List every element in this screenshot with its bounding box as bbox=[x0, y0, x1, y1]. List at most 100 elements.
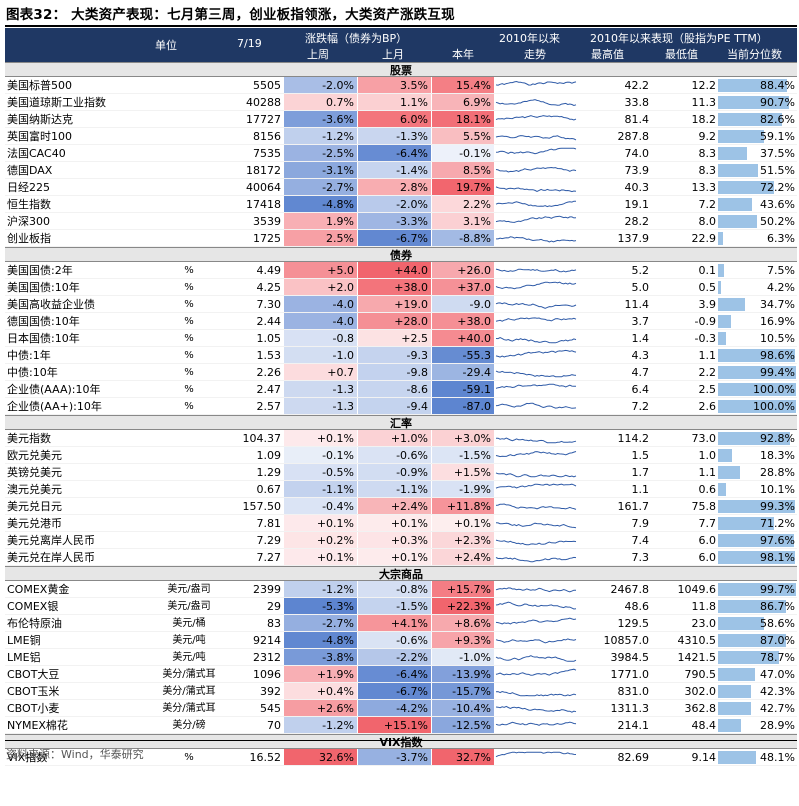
change-ytd: +1.5% bbox=[432, 464, 494, 480]
asset-name: 美国高收益企业债 bbox=[7, 298, 95, 311]
percentile-value: 78.7% bbox=[760, 651, 795, 664]
trend-sparkline bbox=[495, 498, 577, 514]
asset-name: 美国标普500 bbox=[7, 79, 72, 92]
low-value: 2.2 bbox=[698, 366, 717, 379]
asset-name: 日经225 bbox=[7, 181, 50, 194]
asset-value: 7.81 bbox=[256, 517, 282, 530]
percentile-bar bbox=[718, 332, 727, 345]
percentile-cell: 43.6% bbox=[717, 196, 797, 212]
asset-unit: % bbox=[184, 299, 194, 310]
change-week: -0.5% bbox=[284, 464, 357, 480]
percentile-value: 37.5% bbox=[760, 147, 795, 160]
sparkline-path bbox=[495, 200, 577, 208]
low-value: 0.6 bbox=[698, 483, 717, 496]
asset-name: COMEX银 bbox=[7, 600, 59, 613]
asset-performance-table: 单位 7/19 涨跌幅（债券为BP） 上周 上月 本年 2010年以来 走势 2… bbox=[5, 28, 797, 766]
high-value: 287.8 bbox=[617, 130, 650, 143]
change-month: +15.1% bbox=[358, 717, 431, 733]
asset-unit bbox=[143, 77, 235, 93]
change-ytd: -1.9% bbox=[432, 481, 494, 497]
asset-name: 美国国债:10年 bbox=[7, 281, 80, 294]
percentile-value: 86.7% bbox=[760, 600, 795, 613]
percentile-cell: 78.7% bbox=[717, 649, 797, 665]
asset-unit bbox=[143, 196, 235, 212]
sparkline-path bbox=[495, 522, 577, 529]
percentile-value: 51.5% bbox=[760, 164, 795, 177]
trend-sparkline bbox=[495, 683, 577, 699]
low-value: 0.1 bbox=[698, 264, 717, 277]
header-pctile: 当前分位数 bbox=[727, 48, 782, 61]
change-month: -6.4% bbox=[358, 666, 431, 682]
sparkline-path bbox=[495, 337, 577, 344]
asset-value: 2.47 bbox=[256, 383, 282, 396]
change-month: +4.1% bbox=[358, 615, 431, 631]
asset-name: 沪深300 bbox=[7, 215, 50, 228]
asset-unit bbox=[143, 94, 235, 110]
table-row: 美国国债:2年% 4.49 +5.0 +44.0 +26.0 5.2 0.1 7.5% bbox=[5, 262, 797, 279]
sparkline-path bbox=[495, 135, 577, 141]
table-row: 美元指数 104.37 +0.1% +1.0% +3.0% 114.2 73.0 92.8% bbox=[5, 430, 797, 447]
table-row: NYMEX棉花 美分/磅 70 -1.2% +15.1% -12.5% 214.1 48.4 2… bbox=[5, 717, 797, 734]
change-ytd: -55.3 bbox=[432, 347, 494, 363]
change-month: -9.4 bbox=[358, 398, 431, 414]
change-ytd: 6.9% bbox=[432, 94, 494, 110]
change-month: -3.7% bbox=[358, 749, 431, 765]
trend-sparkline bbox=[495, 162, 577, 178]
high-value: 48.6 bbox=[624, 600, 650, 613]
asset-value: 5505 bbox=[253, 79, 281, 92]
change-month: -0.6% bbox=[358, 447, 431, 463]
high-value: 7.4 bbox=[631, 534, 650, 547]
header-perf-group: 2010年以来表现（股指为PE TTM） bbox=[590, 32, 768, 45]
table-row: VIX指数% 16.52 32.6% -3.7% 32.7% 82.69 9.14 48.1% bbox=[5, 749, 797, 766]
trend-sparkline bbox=[495, 581, 577, 597]
percentile-value: 71.2% bbox=[760, 517, 795, 530]
asset-name: VIX指数 bbox=[7, 751, 48, 764]
change-ytd: +22.3% bbox=[432, 598, 494, 614]
change-ytd: -9.0 bbox=[432, 296, 494, 312]
asset-unit bbox=[143, 464, 235, 480]
percentile-cell: 99.3% bbox=[717, 498, 797, 514]
change-week: -2.5% bbox=[284, 145, 357, 161]
asset-name: 美元兑离岸人民币 bbox=[7, 534, 95, 547]
header-month: 上月 bbox=[382, 48, 404, 61]
change-month: -6.7% bbox=[358, 683, 431, 699]
low-value: -0.3 bbox=[694, 332, 716, 345]
trend-sparkline bbox=[495, 464, 577, 480]
low-value: 6.0 bbox=[698, 551, 717, 564]
change-month: -9.3 bbox=[358, 347, 431, 363]
asset-name: 美国纳斯达克 bbox=[7, 113, 73, 126]
section-header: 债券 bbox=[5, 247, 797, 262]
asset-unit: % bbox=[184, 401, 194, 412]
change-month: -0.9% bbox=[358, 464, 431, 480]
section-header: 大宗商品 bbox=[5, 566, 797, 581]
sparkline-path bbox=[495, 166, 577, 173]
asset-value: 157.50 bbox=[242, 500, 282, 513]
trend-sparkline bbox=[495, 532, 577, 548]
asset-unit bbox=[143, 481, 235, 497]
trend-sparkline bbox=[495, 196, 577, 212]
change-ytd: +15.7% bbox=[432, 581, 494, 597]
high-value: 33.8 bbox=[624, 96, 650, 109]
percentile-cell: 97.6% bbox=[717, 532, 797, 548]
low-value: 8.3 bbox=[698, 164, 717, 177]
asset-value: 40064 bbox=[246, 181, 281, 194]
change-week: +0.1% bbox=[284, 430, 357, 446]
asset-unit bbox=[143, 111, 235, 127]
sparkline-path bbox=[495, 268, 577, 273]
high-value: 1.4 bbox=[631, 332, 650, 345]
change-week: -4.0 bbox=[284, 313, 357, 329]
percentile-value: 47.0% bbox=[760, 668, 795, 681]
asset-unit: % bbox=[184, 384, 194, 395]
percentile-bar bbox=[718, 751, 756, 764]
high-value: 114.2 bbox=[617, 432, 650, 445]
percentile-bar bbox=[718, 400, 796, 413]
asset-unit: 美元/盎司 bbox=[167, 584, 211, 595]
asset-name: 欧元兑美元 bbox=[7, 449, 62, 462]
low-value: 6.0 bbox=[698, 534, 717, 547]
percentile-value: 50.2% bbox=[760, 215, 795, 228]
change-week: -3.8% bbox=[284, 649, 357, 665]
low-value: 73.0 bbox=[691, 432, 717, 445]
table-row: CBOT小麦 美分/蒲式耳 545 +2.6% -4.2% -10.4% 1311.3 362… bbox=[5, 700, 797, 717]
percentile-value: 100.0% bbox=[753, 383, 795, 396]
percentile-bar bbox=[718, 349, 795, 362]
